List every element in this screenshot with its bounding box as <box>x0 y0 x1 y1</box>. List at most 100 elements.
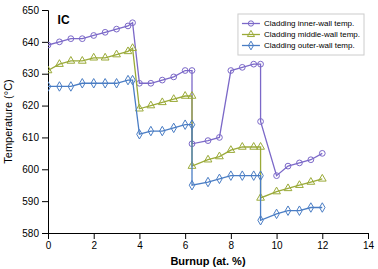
marker <box>56 60 64 67</box>
marker <box>205 138 211 144</box>
marker <box>182 120 187 129</box>
marker <box>91 79 96 88</box>
x-axis: 02468101214 <box>46 233 375 251</box>
marker <box>57 82 62 91</box>
tick-mark <box>368 233 369 239</box>
marker <box>320 203 325 212</box>
tick-label: 2 <box>91 240 97 251</box>
y-axis: 580590600610620630640650 <box>22 5 48 239</box>
tick: 12 <box>317 233 329 251</box>
tick-mark <box>42 10 48 11</box>
marker <box>78 56 86 63</box>
marker <box>258 171 263 180</box>
marker <box>273 187 281 194</box>
marker <box>79 36 85 42</box>
legend-swatch <box>242 23 260 24</box>
legend-label: Cladding inner-wall temp. <box>264 19 354 28</box>
axis-line <box>49 234 369 240</box>
marker <box>274 209 279 218</box>
marker <box>114 79 119 88</box>
marker <box>308 157 314 163</box>
marker <box>228 171 233 180</box>
tick: 8 <box>229 233 235 251</box>
marker <box>189 68 195 74</box>
chart: 02468101214580590600610620630640650Burnu… <box>0 0 378 269</box>
marker <box>90 53 98 60</box>
legend-swatch <box>242 34 260 35</box>
tick: 580 <box>22 228 48 239</box>
tick-mark <box>42 169 48 170</box>
marker <box>258 61 264 67</box>
legend-item: Cladding middle-wall temp. <box>242 30 360 39</box>
marker <box>102 79 107 88</box>
marker <box>284 184 292 191</box>
marker <box>228 68 234 74</box>
marker <box>68 82 73 91</box>
series-line <box>48 80 322 220</box>
tick-label: 10 <box>272 240 284 251</box>
tick-label: 8 <box>229 240 235 251</box>
marker <box>308 203 313 212</box>
marker <box>57 39 63 45</box>
tick: 10 <box>272 233 284 251</box>
marker <box>258 119 264 125</box>
tick-label: 610 <box>22 132 39 143</box>
tick-label: 600 <box>22 164 39 175</box>
tick: 0 <box>46 233 52 251</box>
marker <box>297 160 303 166</box>
tick-mark <box>42 233 48 234</box>
tick-mark <box>94 233 95 239</box>
marker <box>80 79 85 88</box>
marker <box>216 152 224 159</box>
marker <box>188 92 196 99</box>
marker <box>227 146 235 153</box>
tick-label: 14 <box>363 240 375 251</box>
legend-item: Cladding outer-wall temp. <box>242 41 355 50</box>
marker <box>251 171 256 180</box>
marker <box>113 50 121 57</box>
tick: 650 <box>22 5 48 16</box>
marker <box>48 42 51 48</box>
marker <box>217 174 222 183</box>
legend-marker <box>247 30 254 36</box>
tick-mark <box>322 233 323 239</box>
tick-label: 0 <box>46 240 52 251</box>
legend-label: Cladding outer-wall temp. <box>264 41 355 50</box>
series-line <box>48 48 322 198</box>
tick-label: 6 <box>183 240 189 251</box>
marker <box>160 126 165 135</box>
marker <box>239 64 245 70</box>
marker <box>189 120 194 129</box>
marker <box>307 178 315 185</box>
tick: 2 <box>91 233 97 251</box>
marker <box>181 92 189 99</box>
tick: 640 <box>22 37 48 48</box>
tick: 630 <box>22 68 48 79</box>
axis-line <box>42 11 49 234</box>
marker <box>318 174 326 181</box>
marker <box>257 143 265 150</box>
marker <box>297 206 302 215</box>
tick-mark <box>42 42 48 43</box>
y-axis-title: Temperature (°C) <box>2 79 14 163</box>
marker <box>137 129 142 138</box>
series-markers <box>48 44 326 200</box>
marker <box>296 181 304 188</box>
marker <box>48 82 51 91</box>
marker <box>238 143 246 150</box>
marker <box>148 80 154 86</box>
legend-marker <box>248 21 253 26</box>
tick: 14 <box>363 233 375 251</box>
tick-label: 640 <box>22 37 39 48</box>
tick-mark <box>42 201 48 202</box>
x-axis-title: Burnup (at. %) <box>170 255 245 267</box>
marker <box>205 177 210 186</box>
marker <box>258 216 263 225</box>
tick-mark <box>42 74 48 75</box>
tick-mark <box>231 233 232 239</box>
marker <box>182 68 188 74</box>
legend-swatch <box>242 45 260 46</box>
tick-label: 630 <box>22 68 39 79</box>
legend: Cladding inner-wall temp. Cladding middle… <box>238 14 364 55</box>
tick-label: 650 <box>22 5 39 16</box>
